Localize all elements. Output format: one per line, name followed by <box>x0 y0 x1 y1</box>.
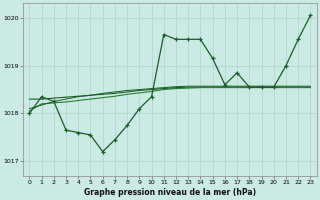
X-axis label: Graphe pression niveau de la mer (hPa): Graphe pression niveau de la mer (hPa) <box>84 188 256 197</box>
